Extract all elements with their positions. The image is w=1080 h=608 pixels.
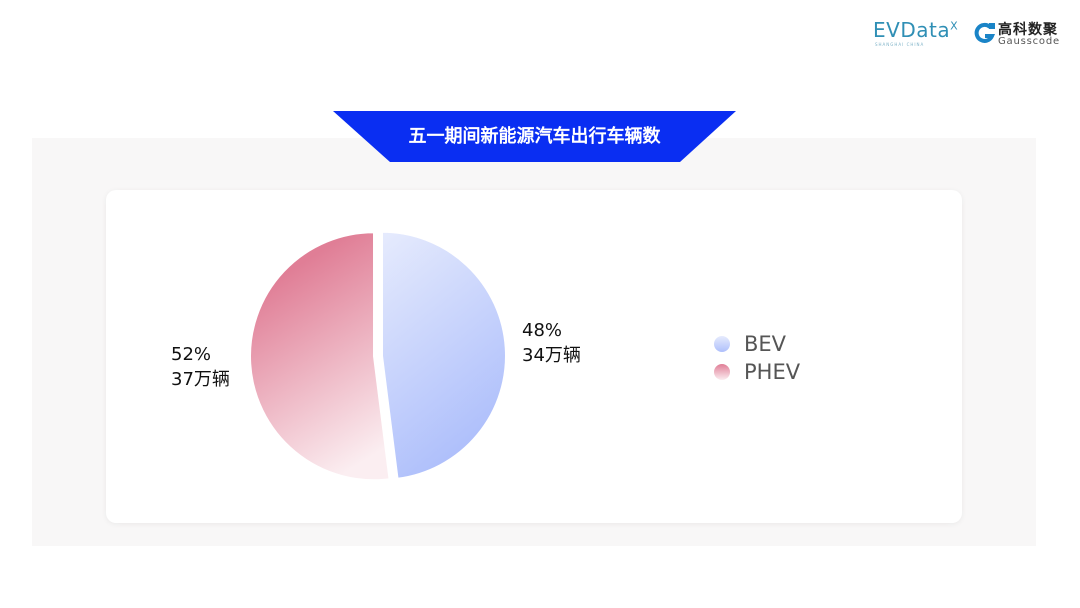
bev-data-label: 48% 34万辆 [522, 318, 581, 368]
legend-item-bev[interactable]: BEV [714, 330, 800, 358]
pie-slice-bev[interactable] [380, 230, 507, 480]
legend-swatch-bev [714, 336, 730, 352]
gausscode-logo-icon [974, 22, 996, 43]
chart-card [106, 190, 962, 523]
legend: BEV PHEV [714, 330, 800, 386]
bev-value: 34万辆 [522, 345, 581, 366]
phev-percent: 52% [171, 344, 212, 365]
pie-slice-phev[interactable] [249, 231, 391, 482]
chart-title-banner: 五一期间新能源汽车出行车辆数 [333, 111, 736, 162]
legend-swatch-phev [714, 364, 730, 380]
chart-title: 五一期间新能源汽车出行车辆数 [408, 126, 661, 147]
legend-item-phev[interactable]: PHEV [714, 358, 800, 386]
bev-percent: 48% [522, 320, 563, 341]
phev-data-label: 52% 37万辆 [171, 342, 230, 392]
phev-value: 37万辆 [171, 369, 230, 390]
